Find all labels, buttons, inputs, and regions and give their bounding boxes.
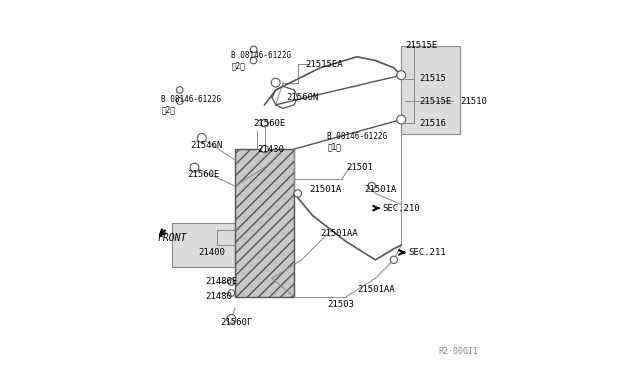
Circle shape: [390, 256, 397, 263]
Circle shape: [397, 71, 406, 80]
Text: B 08146-6122G
（1）: B 08146-6122G （1）: [328, 132, 387, 151]
Text: 21430: 21430: [257, 145, 284, 154]
Text: 21501AA: 21501AA: [357, 285, 394, 294]
Text: 21560Γ: 21560Γ: [220, 318, 253, 327]
Text: 21480E: 21480E: [205, 278, 238, 286]
Bar: [235, 149, 294, 297]
Text: B 08146-6122G
（2）: B 08146-6122G （2）: [232, 51, 291, 70]
Text: 21501A: 21501A: [309, 185, 341, 194]
Text: SEC.210: SEC.210: [383, 203, 420, 213]
Circle shape: [197, 134, 206, 142]
Circle shape: [261, 119, 268, 127]
Circle shape: [368, 182, 376, 190]
Circle shape: [250, 57, 257, 64]
Circle shape: [250, 46, 257, 53]
Text: 21516: 21516: [420, 119, 447, 128]
Text: R2·000II: R2·000II: [439, 347, 479, 356]
Bar: [172, 223, 239, 267]
Text: SEC.211: SEC.211: [408, 248, 446, 257]
Text: 21503: 21503: [328, 300, 355, 309]
Text: 21560E: 21560E: [187, 170, 220, 179]
Circle shape: [177, 98, 183, 105]
Circle shape: [271, 78, 280, 87]
Text: 21515: 21515: [420, 74, 447, 83]
Circle shape: [177, 87, 183, 93]
Text: 21501AA: 21501AA: [320, 230, 358, 238]
Text: 21400: 21400: [198, 248, 225, 257]
Circle shape: [228, 290, 235, 296]
Text: 21501: 21501: [346, 163, 372, 172]
Circle shape: [190, 163, 199, 172]
Circle shape: [227, 314, 236, 323]
Text: 21560E: 21560E: [253, 119, 286, 128]
Circle shape: [261, 145, 268, 153]
Circle shape: [228, 279, 235, 285]
Text: 21510: 21510: [460, 97, 487, 106]
Text: B 08146-6122G
（2）: B 08146-6122G （2）: [161, 95, 221, 115]
Circle shape: [294, 190, 301, 197]
Bar: [401, 46, 460, 134]
Text: 21515E: 21515E: [420, 97, 452, 106]
Text: 21501A: 21501A: [364, 185, 397, 194]
Text: 21560N: 21560N: [287, 93, 319, 102]
Text: 21515E: 21515E: [405, 41, 437, 50]
Text: 21546N: 21546N: [191, 141, 223, 150]
Circle shape: [397, 115, 406, 124]
Text: FRONT: FRONT: [157, 233, 187, 243]
Text: 21515EA: 21515EA: [305, 60, 343, 69]
Text: 21480: 21480: [205, 292, 232, 301]
